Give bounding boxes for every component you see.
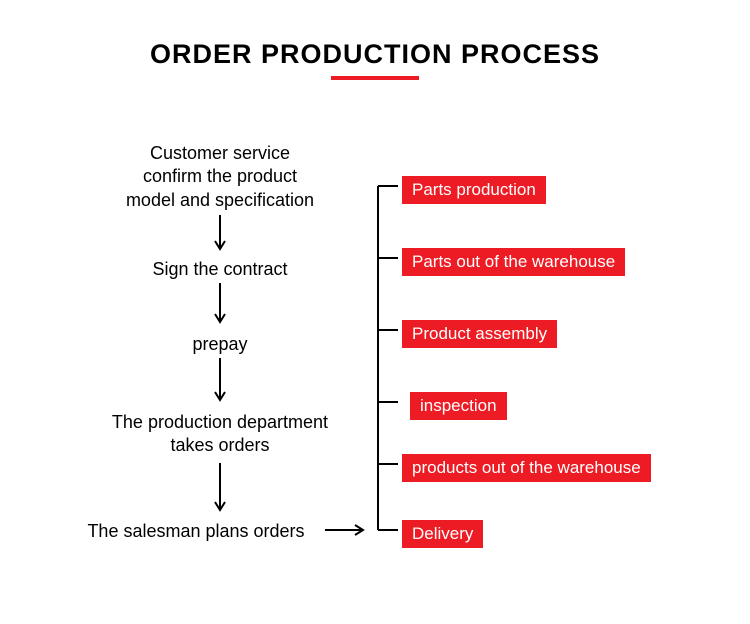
step-step4: The production departmenttakes orders bbox=[80, 411, 360, 458]
stage-r5: products out of the warehouse bbox=[402, 454, 651, 482]
stage-r4: inspection bbox=[410, 392, 507, 420]
title-underline bbox=[331, 76, 419, 80]
stage-r2: Parts out of the warehouse bbox=[402, 248, 625, 276]
stage-r3: Product assembly bbox=[402, 320, 557, 348]
step-step5: The salesman plans orders bbox=[56, 520, 336, 543]
step-step1: Customer serviceconfirm the productmodel… bbox=[90, 142, 350, 212]
step-step3: prepay bbox=[100, 333, 340, 356]
stage-r1: Parts production bbox=[402, 176, 546, 204]
stage-r6: Delivery bbox=[402, 520, 483, 548]
page-title: ORDER PRODUCTION PROCESS bbox=[0, 39, 750, 70]
step-step2: Sign the contract bbox=[100, 258, 340, 281]
